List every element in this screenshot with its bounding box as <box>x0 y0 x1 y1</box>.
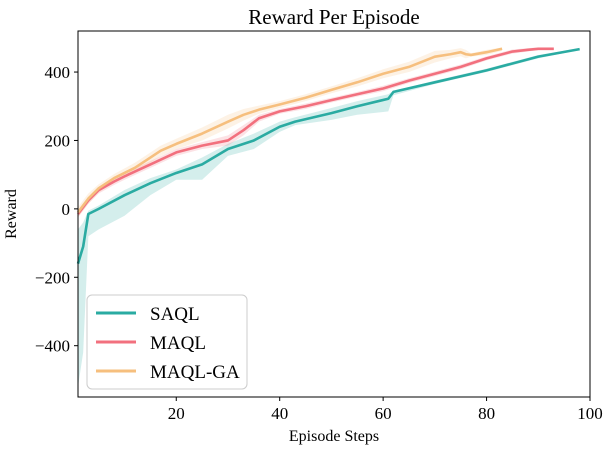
line-maql <box>76 47 554 215</box>
confidence-bands <box>78 47 580 387</box>
x-axis: 20 40 60 80 100 <box>168 397 603 423</box>
legend-label: MAQL <box>150 333 206 354</box>
x-tick-label: 40 <box>271 404 288 423</box>
y-tick-label: −200 <box>35 268 70 287</box>
legend-label: MAQL-GA <box>150 362 240 383</box>
y-axis: −400 −200 0 200 400 <box>35 63 78 356</box>
y-tick-label: 0 <box>62 200 71 219</box>
plot-frame <box>77 30 591 398</box>
x-tick-label: 80 <box>478 404 495 423</box>
x-tick-label: 20 <box>168 404 185 423</box>
legend-label: SAQL <box>150 304 200 325</box>
legend: SAQL MAQL MAQL-GA <box>86 294 248 390</box>
legend-box <box>86 294 248 390</box>
x-tick-label: 60 <box>375 404 392 423</box>
series-lines <box>76 47 580 264</box>
x-axis-label: Episode Steps <box>289 428 379 445</box>
y-tick-label: −400 <box>35 337 70 356</box>
y-tick-label: 400 <box>45 63 71 82</box>
x-tick-label: 100 <box>577 404 603 423</box>
line-maql-ga <box>76 47 503 214</box>
band-saql <box>78 48 580 387</box>
chart-title: Reward Per Episode <box>248 5 419 29</box>
y-axis-label: Reward <box>3 189 20 239</box>
line-saql <box>76 47 580 264</box>
y-tick-label: 200 <box>45 131 71 150</box>
